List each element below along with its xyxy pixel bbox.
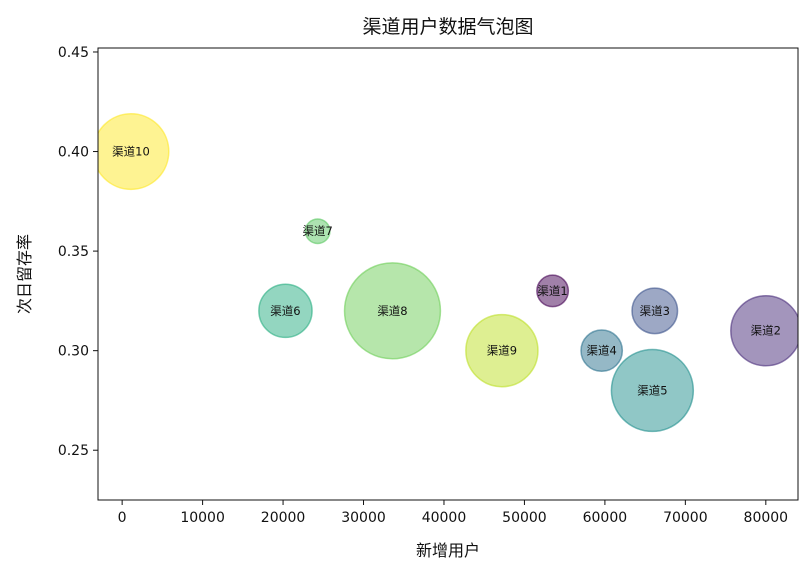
x-axis-label: 新增用户 xyxy=(416,541,480,560)
y-tick-label: 0.40 xyxy=(58,145,89,161)
bubble-channel-5 xyxy=(610,348,695,433)
bubble-label-channel-3: 渠道3 xyxy=(640,304,670,318)
x-tick-label: 70000 xyxy=(663,510,708,526)
bubble-channel-6 xyxy=(258,283,313,339)
bubble-label-channel-10: 渠道10 xyxy=(112,145,150,159)
bubble-channel-4 xyxy=(580,329,624,373)
y-tick-label: 0.45 xyxy=(58,45,89,61)
bubble-channel-1 xyxy=(536,274,570,308)
bubble-label-channel-6: 渠道6 xyxy=(270,304,300,318)
bubble-label-channel-7: 渠道7 xyxy=(302,224,332,238)
x-tick-label: 40000 xyxy=(422,510,467,526)
bubble-channel-7 xyxy=(304,218,331,245)
bubble-label-layer: 渠道1 渠道2 渠道3 渠道4 渠道5 渠道6 渠道7 渠道8 渠道9 渠道10 xyxy=(112,145,781,398)
bubble-channel-2 xyxy=(730,295,798,367)
x-tick-label: 80000 xyxy=(744,510,789,526)
bubble-channel-3 xyxy=(631,287,679,335)
y-axis-label: 次日留存率 xyxy=(15,234,34,314)
x-tick-label: 30000 xyxy=(341,510,386,526)
x-axis: 0 10000 20000 30000 40000 50000 60000 70000 8000… xyxy=(118,500,788,526)
bubble-label-channel-8: 渠道8 xyxy=(377,304,407,318)
y-tick-label: 0.35 xyxy=(58,244,89,260)
bubble-layer xyxy=(98,113,798,433)
y-axis: 0.25 0.30 0.35 0.40 0.45 xyxy=(58,45,98,459)
x-tick-label: 20000 xyxy=(261,510,306,526)
x-tick-label: 10000 xyxy=(180,510,225,526)
plot-frame xyxy=(97,47,799,501)
bubble-channel-8 xyxy=(343,262,442,360)
y-tick-label: 0.30 xyxy=(58,344,89,360)
bubble-label-channel-9: 渠道9 xyxy=(487,344,517,358)
bubble-label-channel-5: 渠道5 xyxy=(637,383,667,397)
x-tick-label: 0 xyxy=(118,510,127,526)
x-tick-label: 60000 xyxy=(583,510,628,526)
chart-title: 渠道用户数据气泡图 xyxy=(362,16,533,38)
bubble-channel-9 xyxy=(465,313,539,388)
bubble-label-channel-4: 渠道4 xyxy=(587,344,617,358)
bubble-label-channel-1: 渠道1 xyxy=(537,284,567,298)
x-tick-label: 50000 xyxy=(502,510,547,526)
y-tick-label: 0.25 xyxy=(58,443,89,459)
bubble-channel-10 xyxy=(98,113,170,191)
bubble-label-channel-2: 渠道2 xyxy=(751,324,781,338)
